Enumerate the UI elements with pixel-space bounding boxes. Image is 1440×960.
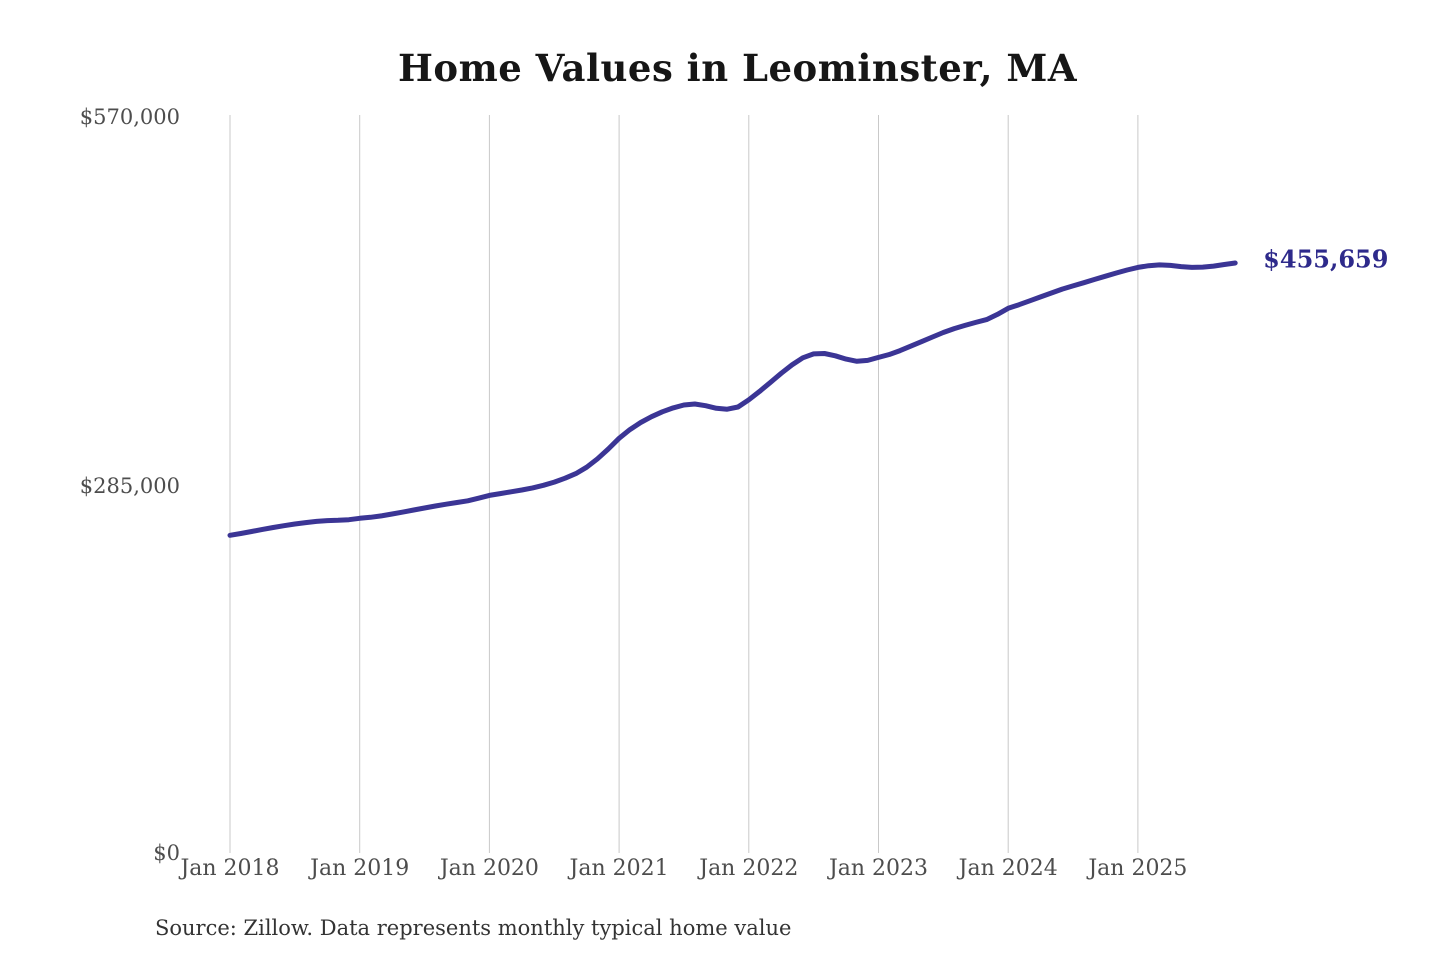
x-tick-label-jan-2021: Jan 2021 — [569, 856, 669, 881]
home-value-line — [227, 260, 1238, 538]
x-tick-label-jan-2019: Jan 2019 — [310, 856, 410, 881]
x-tick-label-jan-2023: Jan 2023 — [828, 856, 929, 881]
y-tick-label-0: $0 — [153, 841, 180, 865]
x-tick-label-jan-2018: Jan 2018 — [180, 856, 280, 881]
x-tick-label-jan-2024: Jan 2024 — [958, 856, 1058, 881]
y-tick-label-570000: $570,000 — [79, 105, 180, 129]
x-tick-label-jan-2025: Jan 2025 — [1088, 856, 1188, 881]
x-tick-label-jan-2020: Jan 2020 — [439, 856, 539, 881]
y-tick-label-285000: $285,000 — [79, 474, 180, 498]
latest-value-label: $455,659 — [1263, 244, 1389, 274]
source-note: Source: Zillow. Data represents monthly … — [155, 916, 792, 940]
chart-title: Home Values in Leominster, MA — [397, 46, 1078, 90]
x-tick-label-jan-2022: Jan 2022 — [699, 856, 799, 881]
